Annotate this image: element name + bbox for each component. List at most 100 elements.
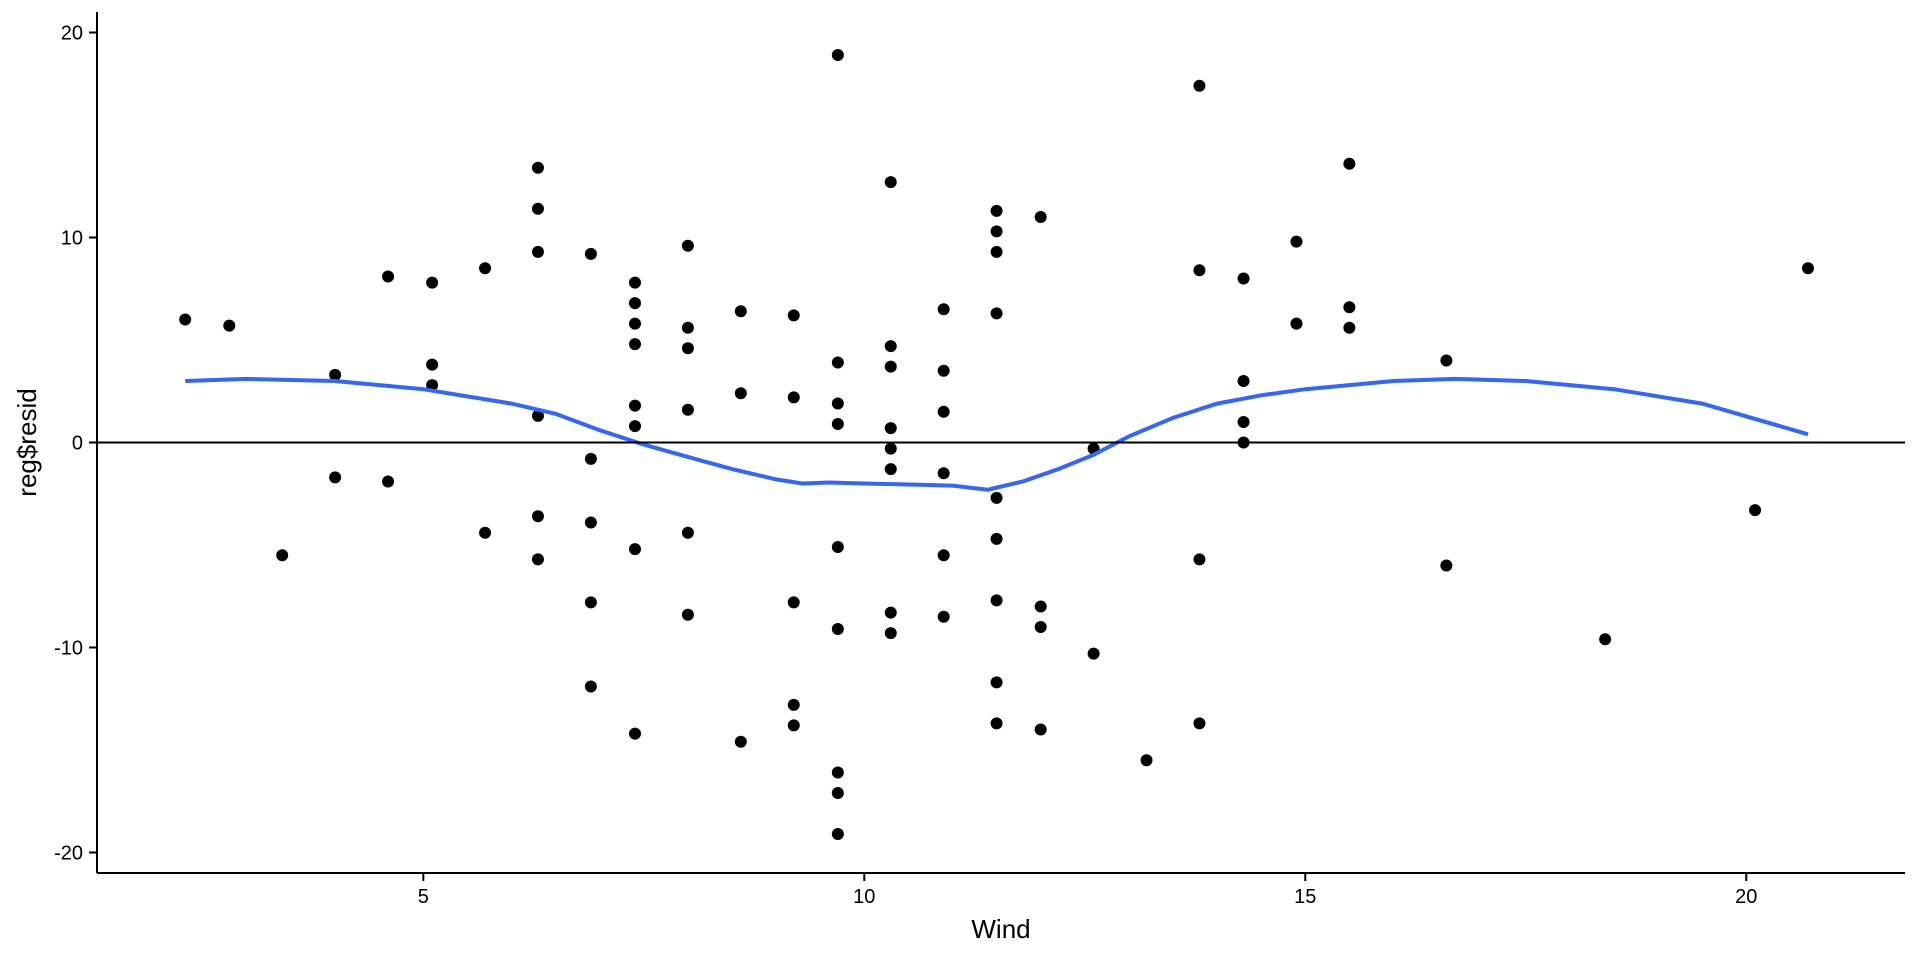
data-point bbox=[1237, 272, 1250, 285]
data-point bbox=[1034, 600, 1047, 613]
x-tick-label: 10 bbox=[853, 886, 875, 908]
data-point bbox=[884, 606, 897, 619]
data-point bbox=[531, 245, 544, 258]
data-point bbox=[479, 262, 492, 275]
data-point bbox=[831, 397, 844, 410]
data-point bbox=[884, 360, 897, 373]
data-point bbox=[831, 766, 844, 779]
y-tick-label: -20 bbox=[54, 843, 83, 865]
data-point bbox=[1193, 717, 1206, 730]
data-point bbox=[681, 239, 694, 252]
data-point bbox=[628, 338, 641, 351]
data-point bbox=[382, 270, 395, 283]
data-point bbox=[1599, 633, 1612, 646]
data-point bbox=[787, 309, 800, 322]
data-point bbox=[884, 627, 897, 640]
data-point bbox=[531, 161, 544, 174]
data-point bbox=[426, 379, 439, 392]
data-point bbox=[584, 596, 597, 609]
data-point bbox=[681, 342, 694, 355]
data-point bbox=[329, 368, 342, 381]
data-point bbox=[990, 204, 1003, 217]
data-point bbox=[276, 549, 289, 562]
data-point bbox=[681, 608, 694, 621]
data-point bbox=[937, 467, 950, 480]
data-point bbox=[1034, 723, 1047, 736]
data-point bbox=[1440, 354, 1453, 367]
data-point bbox=[1193, 79, 1206, 92]
data-point bbox=[1237, 375, 1250, 387]
x-tick-label: 15 bbox=[1294, 886, 1316, 908]
data-point bbox=[990, 594, 1003, 607]
x-tick-label: 5 bbox=[418, 886, 429, 908]
x-axis-ticks: 5 10 15 20 bbox=[418, 873, 1757, 908]
x-tick-label: 20 bbox=[1735, 886, 1757, 908]
data-point bbox=[1193, 264, 1206, 277]
data-point bbox=[884, 176, 897, 189]
data-point bbox=[1237, 416, 1250, 428]
data-point bbox=[990, 532, 1003, 545]
data-point bbox=[937, 303, 950, 316]
data-point bbox=[628, 543, 641, 556]
data-point bbox=[734, 387, 747, 400]
data-point bbox=[426, 358, 439, 371]
data-point bbox=[831, 418, 844, 431]
data-point bbox=[1087, 647, 1100, 660]
data-point bbox=[1749, 504, 1762, 517]
data-point bbox=[990, 307, 1003, 320]
data-point bbox=[884, 340, 897, 353]
data-point bbox=[531, 202, 544, 215]
data-point bbox=[628, 276, 641, 289]
data-point bbox=[1034, 621, 1047, 633]
data-point bbox=[831, 356, 844, 369]
data-point bbox=[734, 305, 747, 318]
y-tick-label: 20 bbox=[61, 23, 83, 45]
x-axis-title: Wind bbox=[971, 914, 1030, 944]
data-point bbox=[681, 321, 694, 334]
data-point bbox=[884, 463, 897, 476]
data-point bbox=[787, 391, 800, 404]
data-point bbox=[884, 422, 897, 435]
data-point bbox=[584, 247, 597, 260]
data-point bbox=[584, 452, 597, 465]
data-point bbox=[884, 442, 897, 455]
y-tick-label: -10 bbox=[54, 638, 83, 660]
data-point bbox=[937, 405, 950, 418]
data-point bbox=[382, 475, 395, 488]
data-point bbox=[223, 319, 236, 332]
data-point bbox=[990, 491, 1003, 504]
data-point bbox=[628, 399, 641, 412]
data-point bbox=[584, 516, 597, 529]
data-point bbox=[531, 553, 544, 566]
data-point bbox=[426, 276, 439, 289]
data-point bbox=[787, 596, 800, 609]
data-point bbox=[531, 510, 544, 523]
data-point bbox=[628, 727, 641, 740]
y-axis-title: reg$resid bbox=[12, 388, 42, 496]
data-point bbox=[584, 680, 597, 693]
data-point bbox=[831, 49, 844, 62]
data-point bbox=[1801, 262, 1814, 275]
data-point bbox=[990, 676, 1003, 689]
data-point bbox=[179, 313, 192, 326]
data-point bbox=[1193, 553, 1206, 566]
data-point bbox=[831, 541, 844, 554]
data-point bbox=[681, 526, 694, 539]
data-point bbox=[734, 735, 747, 748]
y-tick-label: 10 bbox=[61, 228, 83, 250]
data-point bbox=[1343, 321, 1356, 334]
data-point bbox=[990, 225, 1003, 238]
data-point bbox=[628, 317, 641, 330]
data-point bbox=[1034, 211, 1047, 223]
smooth-curve bbox=[185, 376, 1809, 492]
data-point bbox=[1290, 317, 1303, 330]
data-point bbox=[531, 409, 544, 422]
data-point bbox=[628, 420, 641, 433]
data-point bbox=[329, 471, 342, 484]
data-point bbox=[1343, 157, 1356, 170]
data-point bbox=[1290, 235, 1303, 248]
y-tick-label: 0 bbox=[72, 433, 83, 455]
data-point bbox=[628, 297, 641, 310]
data-point bbox=[1343, 301, 1356, 314]
data-point bbox=[990, 717, 1003, 730]
